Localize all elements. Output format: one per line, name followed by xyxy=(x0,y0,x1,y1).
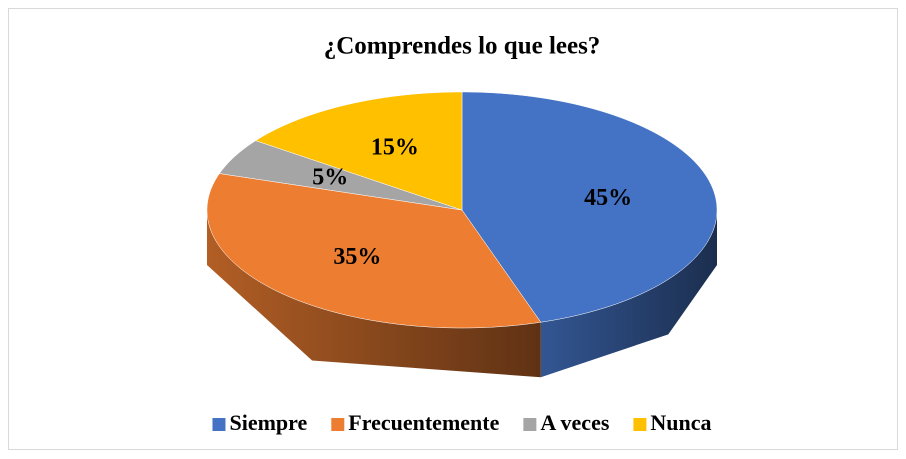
slice-side xyxy=(540,210,717,378)
legend-swatch xyxy=(523,418,537,431)
chart-title: ¿Comprendes lo que lees? xyxy=(324,33,601,60)
data-label: 5% xyxy=(312,164,348,190)
legend-swatch xyxy=(633,418,647,431)
legend-label: Siempre xyxy=(229,410,307,435)
slice xyxy=(255,91,463,211)
legend-swatch xyxy=(331,418,345,431)
slice xyxy=(206,173,542,329)
legend-swatch xyxy=(212,418,226,431)
slice xyxy=(219,140,463,211)
data-label: 35% xyxy=(333,244,381,270)
legend-label: Frecuentemente xyxy=(348,410,499,435)
slice-side xyxy=(207,210,541,378)
data-label: 15% xyxy=(371,135,419,161)
legend-label: A veces xyxy=(540,410,609,435)
legend-label: Nunca xyxy=(650,410,711,435)
data-label: 45% xyxy=(584,185,632,211)
slice xyxy=(461,91,718,323)
